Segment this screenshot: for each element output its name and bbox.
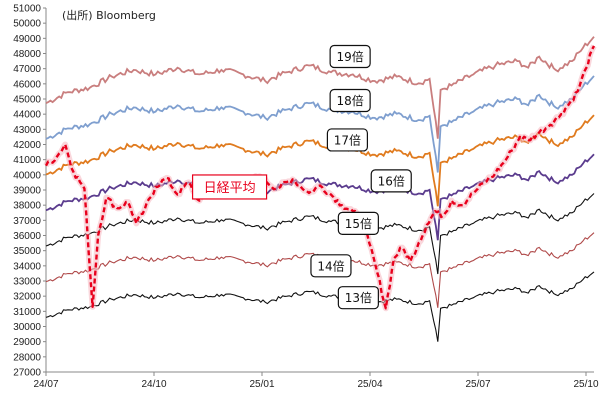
y-tick-label: 40000 xyxy=(13,170,41,181)
series-line-19 xyxy=(45,36,595,139)
y-tick-label: 37000 xyxy=(13,216,41,227)
y-tick-label: 34000 xyxy=(13,261,41,272)
y-tick-label: 44000 xyxy=(13,110,41,121)
y-tick-label: 39000 xyxy=(13,186,41,197)
series-line-16 xyxy=(45,153,595,241)
y-tick-label: 38000 xyxy=(13,201,41,212)
callout-box xyxy=(337,211,379,235)
y-tick-label: 50000 xyxy=(13,19,41,30)
source-label: (出所) Bloomberg xyxy=(62,8,156,22)
x-axis: 24/07 24/10 25/01 25/04 25/07 25/10 xyxy=(33,371,599,390)
y-axis: 27000 28000 29000 30000 31000 32000 33000 34000… xyxy=(13,4,47,379)
y-tick-label: 49000 xyxy=(13,34,41,45)
x-tick-label: 25/07 xyxy=(465,379,490,390)
y-tick-label: 32000 xyxy=(13,292,41,303)
callout-label: 16倍 xyxy=(378,173,405,188)
x-tick-label: 25/10 xyxy=(573,379,598,390)
y-tick-label: 33000 xyxy=(13,277,41,288)
x-tick-label: 24/07 xyxy=(33,379,58,390)
callout-box xyxy=(310,254,352,278)
y-tick-label: 45000 xyxy=(13,95,41,106)
x-tick-label: 24/10 xyxy=(141,379,166,390)
y-tick-label: 42000 xyxy=(13,140,41,151)
y-tick-label: 51000 xyxy=(13,4,41,15)
callout-box xyxy=(370,169,412,193)
y-tick-label: 36000 xyxy=(13,231,41,242)
y-tick-label: 47000 xyxy=(13,64,41,75)
y-tick-label: 29000 xyxy=(13,337,41,348)
y-tick-label: 35000 xyxy=(13,246,41,257)
callout-label: 13倍 xyxy=(345,290,372,305)
callout-box xyxy=(326,128,368,152)
x-tick-label: 25/01 xyxy=(249,379,274,390)
callout-box xyxy=(329,88,371,113)
callout-box xyxy=(337,286,379,310)
y-tick-label: 28000 xyxy=(13,352,41,363)
callout-label: 17倍 xyxy=(334,132,361,147)
callout-label: 15倍 xyxy=(345,216,372,231)
series-line-18 xyxy=(45,75,595,173)
y-tick-label: 31000 xyxy=(13,307,41,318)
callout-label: 19倍 xyxy=(336,49,363,64)
y-tick-label: 41000 xyxy=(13,155,41,166)
series-line-13 xyxy=(45,271,595,342)
y-tick-label: 46000 xyxy=(13,79,41,90)
y-tick-label: 30000 xyxy=(13,322,41,333)
callout-box xyxy=(329,44,371,69)
callout-label: 14倍 xyxy=(317,258,344,273)
callout-label: 18倍 xyxy=(336,93,363,108)
y-tick-label: 27000 xyxy=(13,368,41,379)
series-group xyxy=(43,36,597,342)
y-tick-label: 43000 xyxy=(13,125,41,136)
x-tick-label: 25/04 xyxy=(357,379,382,390)
series-line-17 xyxy=(45,114,595,207)
y-tick-label: 48000 xyxy=(13,49,41,60)
nikkei-label-box xyxy=(191,174,268,200)
nikkei-label: 日経平均 xyxy=(204,181,256,196)
callouts-group: 19倍 18倍 17倍 16倍 15倍 14倍 13倍 日経平均 xyxy=(191,44,412,310)
nikkei-line xyxy=(44,45,596,310)
